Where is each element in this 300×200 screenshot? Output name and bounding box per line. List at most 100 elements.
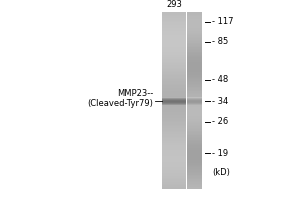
Bar — [187, 176, 202, 178]
Bar — [187, 147, 202, 149]
Bar — [187, 75, 202, 77]
Bar — [162, 74, 186, 76]
Bar — [162, 151, 186, 153]
Bar — [187, 182, 202, 184]
Bar — [187, 175, 202, 177]
Bar — [187, 38, 202, 40]
Bar — [162, 77, 186, 78]
Bar — [162, 56, 186, 58]
Bar — [162, 99, 186, 100]
Bar — [162, 160, 186, 162]
Bar — [162, 187, 186, 188]
Bar — [162, 138, 186, 140]
Bar — [187, 21, 202, 23]
Bar — [162, 172, 186, 174]
Bar — [162, 103, 186, 104]
Bar — [187, 178, 202, 180]
Bar — [187, 125, 202, 127]
Bar — [162, 102, 186, 103]
Bar — [187, 13, 202, 15]
Bar — [187, 55, 202, 56]
Text: - 19: - 19 — [212, 148, 228, 158]
Bar — [187, 110, 202, 112]
Bar — [162, 181, 186, 183]
Bar — [162, 46, 186, 48]
Bar — [187, 129, 202, 131]
Bar — [162, 100, 186, 101]
Bar — [162, 144, 186, 146]
Bar — [162, 47, 186, 49]
Bar — [187, 100, 202, 102]
Bar — [162, 104, 186, 105]
Bar — [162, 18, 186, 20]
Bar — [187, 12, 202, 188]
Bar — [162, 38, 186, 40]
Bar — [162, 93, 186, 95]
Bar — [162, 112, 186, 114]
Bar — [187, 187, 202, 188]
Bar — [187, 137, 202, 139]
Bar — [162, 113, 186, 115]
Bar — [187, 184, 202, 186]
Bar — [187, 122, 202, 124]
Bar — [162, 12, 186, 188]
Bar — [187, 65, 202, 67]
Bar — [187, 97, 202, 98]
Bar — [162, 25, 186, 27]
Bar — [162, 148, 186, 150]
Bar — [187, 99, 202, 100]
Bar — [162, 182, 186, 184]
Bar — [187, 166, 202, 168]
Bar — [187, 131, 202, 133]
Bar — [187, 88, 202, 90]
Bar — [162, 169, 186, 171]
Bar — [162, 55, 186, 56]
Bar — [162, 82, 186, 84]
Text: 293: 293 — [166, 0, 182, 9]
Bar — [162, 49, 186, 51]
Bar — [162, 163, 186, 165]
Bar — [187, 101, 202, 102]
Text: (kD): (kD) — [212, 168, 230, 176]
Bar — [162, 122, 186, 124]
Bar — [162, 96, 186, 98]
Bar — [187, 56, 202, 58]
Bar — [162, 66, 186, 68]
Bar — [187, 47, 202, 49]
Bar — [162, 101, 186, 102]
Bar — [162, 33, 186, 34]
Bar — [187, 19, 202, 21]
Bar — [187, 170, 202, 172]
Bar — [187, 104, 202, 105]
Bar — [162, 134, 186, 136]
Bar — [162, 173, 186, 175]
Bar — [187, 35, 202, 37]
Bar — [187, 68, 202, 70]
Bar — [162, 85, 186, 87]
Bar — [187, 150, 202, 152]
Bar — [187, 181, 202, 183]
Bar — [187, 62, 202, 64]
Bar — [162, 137, 186, 139]
Bar — [162, 91, 186, 93]
Bar — [187, 57, 202, 59]
Bar — [187, 52, 202, 54]
Bar — [187, 66, 202, 68]
Text: (Cleaved-Tyr79): (Cleaved-Tyr79) — [87, 98, 153, 108]
Bar — [187, 71, 202, 73]
Bar — [187, 15, 202, 17]
Bar — [162, 104, 186, 105]
Bar — [162, 15, 186, 17]
Bar — [162, 167, 186, 169]
Bar — [187, 115, 202, 117]
Bar — [187, 72, 202, 74]
Bar — [162, 16, 186, 18]
Bar — [162, 132, 186, 134]
Bar — [162, 131, 186, 133]
Bar — [162, 176, 186, 178]
Bar — [187, 93, 202, 95]
Bar — [187, 98, 202, 99]
Bar — [187, 41, 202, 43]
Bar — [162, 178, 186, 180]
Bar — [162, 150, 186, 152]
